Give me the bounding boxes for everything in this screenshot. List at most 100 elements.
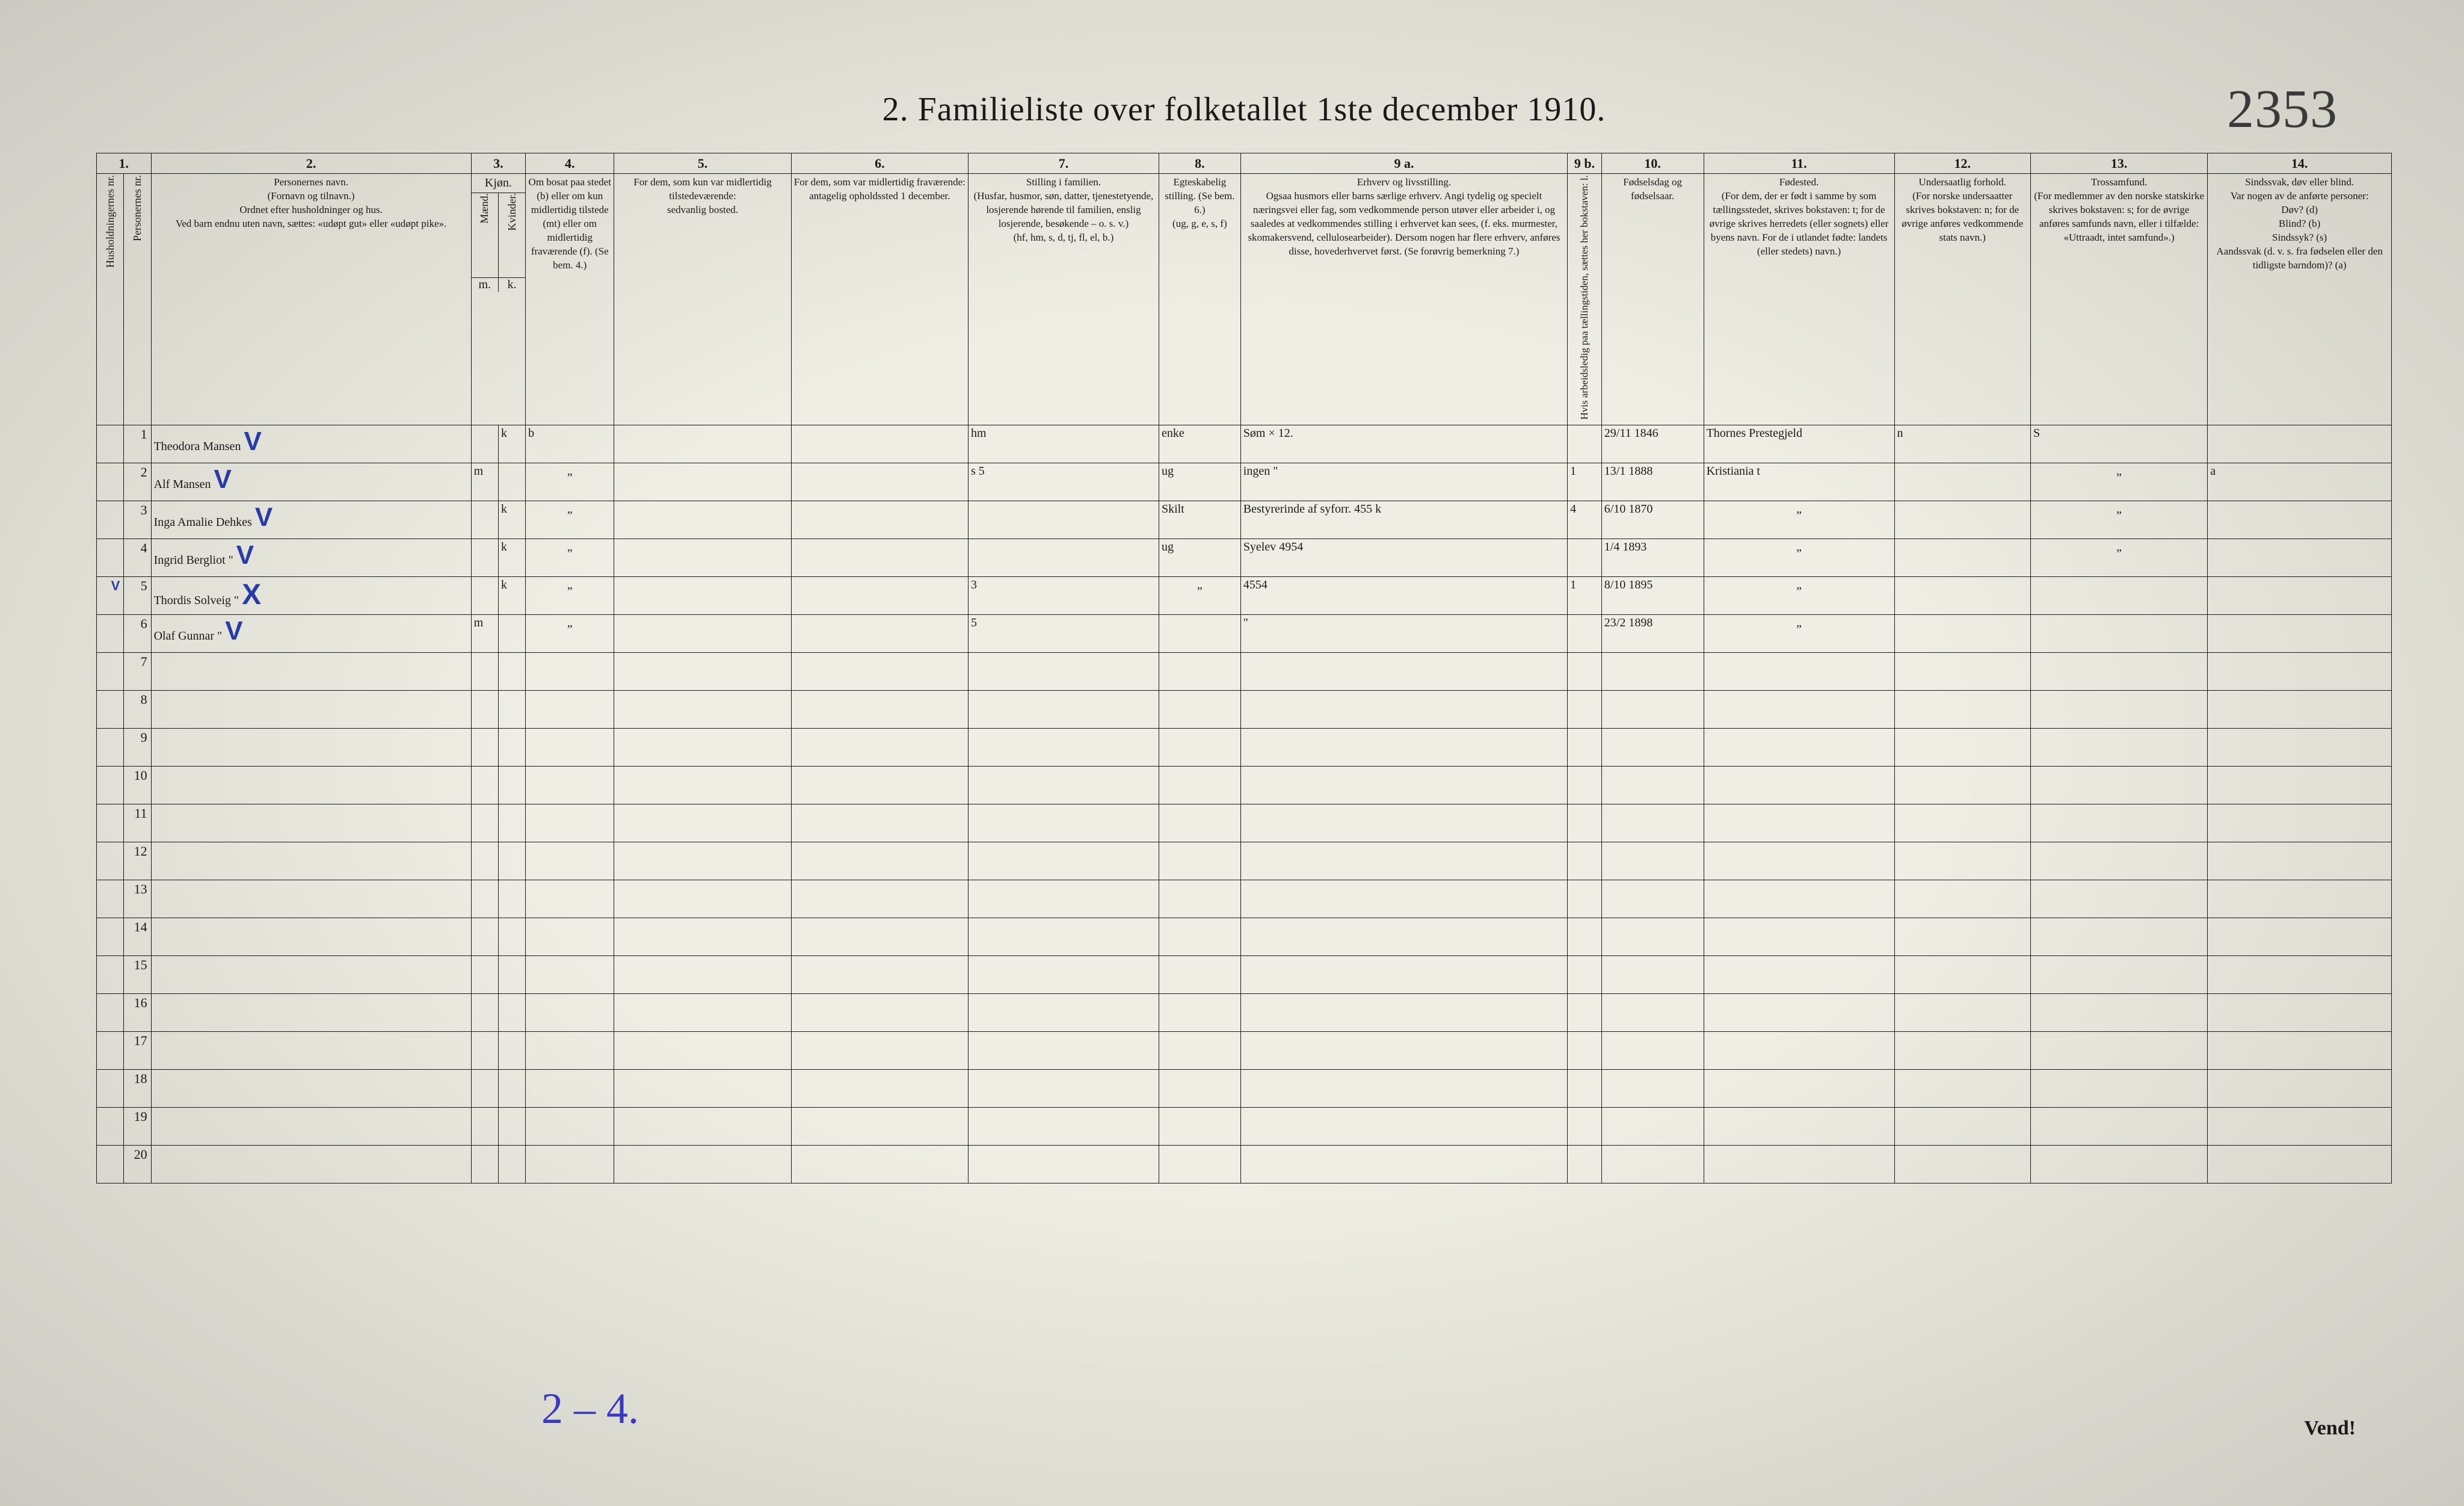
empty-cell [151,690,471,728]
empty-cell [471,652,498,690]
header-household-nr: Husholdningernes nr. [97,174,124,425]
sex-m-cell [471,425,498,463]
empty-cell [2208,652,2392,690]
empty-cell [2030,1031,2207,1069]
unemployed-cell: 1 [1568,576,1602,614]
empty-cell [1894,766,2030,804]
empty-cell [1159,842,1240,880]
occupation-cell: Søm × 12. [1240,425,1567,463]
empty-cell [498,1069,525,1107]
empty-cell [1568,652,1602,690]
empty-cell [1894,1145,2030,1183]
sex-k-cell: k [498,501,525,539]
birth-date-cell: 29/11 1846 [1601,425,1704,463]
name-cell: Olaf Gunnar " V [151,614,471,652]
empty-cell [1894,804,2030,842]
person-number: 6 [124,614,151,652]
empty-cell [1568,918,1602,955]
empty-cell [471,842,498,880]
empty-cell [471,880,498,918]
birth-date-cell: 6/10 1870 [1601,501,1704,539]
empty-cell [151,804,471,842]
empty-cell [791,955,968,993]
empty-cell [791,728,968,766]
empty-cell [1894,1069,2030,1107]
empty-cell [526,1107,614,1145]
person-number: 15 [124,955,151,993]
header-usual-residence: For dem, som kun var midlertidig tilsted… [614,174,791,425]
empty-cell [498,842,525,880]
empty-cell [968,804,1159,842]
colnum-13: 13. [2030,153,2207,174]
empty-cell [968,690,1159,728]
empty-cell [791,804,968,842]
header-occupation: Erhverv og livsstilling. Ogsaa husmors e… [1240,174,1567,425]
empty-cell [2208,993,2392,1031]
empty-cell [1568,842,1602,880]
empty-cell [1240,880,1567,918]
birth-date-cell: 8/10 1895 [1601,576,1704,614]
empty-cell [791,918,968,955]
empty-cell [2030,766,2207,804]
empty-cell [1601,652,1704,690]
empty-cell [471,1031,498,1069]
header-unemployed: Hvis arbeidsledig paa tællingstiden, sæt… [1568,174,1602,425]
empty-cell [614,652,791,690]
header-sex-k: Kvinder. [499,193,525,277]
empty-cell [791,842,968,880]
census-page: 2. Familieliste over folketallet 1ste de… [0,0,2464,1506]
empty-cell [791,880,968,918]
empty-cell [2030,1145,2207,1183]
sex-k-cell: k [498,576,525,614]
empty-cell [968,1145,1159,1183]
empty-cell [498,766,525,804]
empty-cell [1159,955,1240,993]
absent-location-cell [791,576,968,614]
empty-cell [1240,766,1567,804]
usual-residence-cell [614,463,791,501]
column-number-row: 1. 2. 3. 4. 5. 6. 7. 8. 9 a. 9 b. 10. 11… [97,153,2392,174]
empty-cell [498,1031,525,1069]
table-row: 17 [97,1031,2392,1069]
empty-cell [1894,955,2030,993]
marital-status-cell: ug [1159,463,1240,501]
empty-cell [151,766,471,804]
sex-k-cell [498,614,525,652]
empty-cell [614,918,791,955]
empty-cell [791,993,968,1031]
margin-mark [97,728,124,766]
disability-cell [2208,576,2392,614]
empty-cell [526,804,614,842]
empty-cell [2208,918,2392,955]
empty-cell [1568,1145,1602,1183]
header-family-position: Stilling i familien. (Husfar, husmor, sø… [968,174,1159,425]
empty-cell [791,1107,968,1145]
person-number: 3 [124,501,151,539]
empty-cell [1568,804,1602,842]
religion-cell: S [2030,425,2207,463]
empty-cell [614,1069,791,1107]
birth-place-cell: „ [1704,501,1894,539]
usual-residence-cell [614,425,791,463]
family-position-cell: 5 [968,614,1159,652]
person-number: 2 [124,463,151,501]
empty-cell [151,1031,471,1069]
empty-cell [1704,1107,1894,1145]
empty-cell [1240,918,1567,955]
empty-cell [614,728,791,766]
margin-mark [97,463,124,501]
empty-cell [614,804,791,842]
table-row: 10 [97,766,2392,804]
table-row: 2Alf Mansen Vm„s 5ugingen "113/1 1888Kri… [97,463,2392,501]
empty-cell [2208,955,2392,993]
empty-cell [2208,728,2392,766]
religion-cell [2030,614,2207,652]
header-citizenship: Undersaatlig forhold. (For norske unders… [1894,174,2030,425]
empty-cell [498,804,525,842]
empty-cell [1159,1107,1240,1145]
census-table: 1. 2. 3. 4. 5. 6. 7. 8. 9 a. 9 b. 10. 11… [96,153,2392,1184]
empty-cell [526,728,614,766]
empty-cell [614,1145,791,1183]
colnum-9b: 9 b. [1568,153,1602,174]
empty-cell [471,993,498,1031]
